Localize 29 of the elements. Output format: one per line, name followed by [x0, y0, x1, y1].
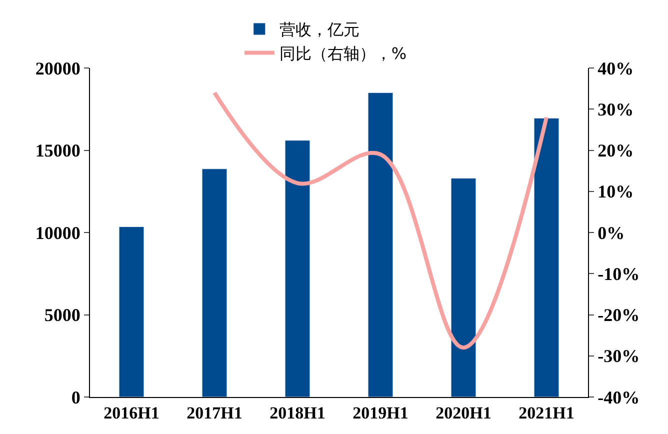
x-tick-label: 2019H1 [352, 403, 408, 422]
x-tick-label: 2017H1 [186, 403, 242, 422]
y-tick-label: 20000 [35, 58, 80, 78]
bar [202, 168, 228, 397]
legend-label: 营收，亿元 [279, 20, 360, 40]
y2-tick-label: 20% [598, 140, 634, 161]
bar [534, 118, 560, 397]
x-tick-label: 2016H1 [104, 403, 160, 422]
bar [450, 178, 476, 397]
bar [118, 226, 144, 397]
y2-tick-label: -30% [598, 346, 640, 366]
legend-label: 同比（右轴），% [279, 44, 407, 64]
bar [284, 140, 310, 397]
y-tick-label: 0 [71, 387, 80, 408]
y2-tick-label: -20% [598, 305, 640, 326]
bar [368, 92, 394, 397]
y2-tick-label: 10% [598, 182, 634, 202]
x-tick-label: 2021H1 [518, 403, 574, 422]
y2-tick-label: -10% [598, 264, 640, 284]
y-tick-label: 15000 [35, 140, 80, 161]
y2-tick-label: 0% [598, 222, 625, 243]
x-tick-label: 2018H1 [270, 403, 326, 422]
y-tick-label: 10000 [35, 222, 80, 243]
y2-tick-label: 40% [598, 58, 634, 78]
line-series [212, 90, 548, 350]
y-tick-label: 5000 [44, 305, 80, 326]
x-tick-label: 2020H1 [436, 403, 492, 422]
y2-tick-label: 30% [598, 99, 634, 120]
y2-tick-label: -40% [598, 387, 640, 408]
